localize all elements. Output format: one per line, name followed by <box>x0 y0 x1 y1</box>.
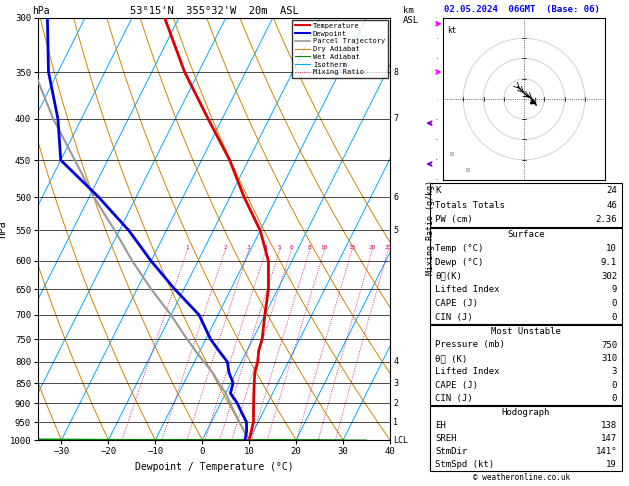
Text: 10: 10 <box>464 168 470 173</box>
Text: 0: 0 <box>611 312 617 322</box>
Text: 3: 3 <box>611 367 617 376</box>
Text: Lifted Index: Lifted Index <box>435 367 499 376</box>
Text: 10: 10 <box>448 152 454 156</box>
Text: © weatheronline.co.uk: © weatheronline.co.uk <box>474 473 571 482</box>
Text: 7: 7 <box>394 114 398 123</box>
Text: 2: 2 <box>223 245 227 250</box>
Text: 20: 20 <box>369 245 376 250</box>
Text: StmDir: StmDir <box>435 447 467 456</box>
Text: Pressure (mb): Pressure (mb) <box>435 341 505 349</box>
Text: 5: 5 <box>394 226 398 235</box>
Text: 1: 1 <box>186 245 189 250</box>
Text: θᴇ(K): θᴇ(K) <box>435 272 462 280</box>
Text: CIN (J): CIN (J) <box>435 394 472 403</box>
Text: 1: 1 <box>394 417 398 427</box>
Text: 24: 24 <box>606 186 617 195</box>
Text: CIN (J): CIN (J) <box>435 312 472 322</box>
Y-axis label: hPa: hPa <box>0 220 7 238</box>
Text: 2: 2 <box>394 399 398 408</box>
Text: Surface: Surface <box>507 230 545 240</box>
Text: hPa: hPa <box>31 6 49 16</box>
Text: CAPE (J): CAPE (J) <box>435 299 478 308</box>
Text: 10: 10 <box>606 244 617 253</box>
Text: EH: EH <box>435 421 446 430</box>
Text: 0: 0 <box>611 394 617 403</box>
Text: 0: 0 <box>611 299 617 308</box>
Text: 6: 6 <box>394 192 398 202</box>
Text: Lifted Index: Lifted Index <box>435 285 499 294</box>
Text: 141°: 141° <box>596 447 617 456</box>
Text: LCL: LCL <box>394 435 408 445</box>
Text: 9: 9 <box>611 285 617 294</box>
Text: θᴇ (K): θᴇ (K) <box>435 354 467 363</box>
Text: km
ASL: km ASL <box>403 6 419 25</box>
Text: CAPE (J): CAPE (J) <box>435 381 478 389</box>
Text: 4: 4 <box>264 245 268 250</box>
Text: 2.36: 2.36 <box>596 215 617 224</box>
Text: 15: 15 <box>348 245 355 250</box>
Text: Totals Totals: Totals Totals <box>435 201 505 209</box>
Text: 4: 4 <box>394 357 398 366</box>
Text: 3: 3 <box>247 245 250 250</box>
Text: 53°15'N  355°32'W  20m  ASL: 53°15'N 355°32'W 20m ASL <box>130 6 298 16</box>
Text: SREH: SREH <box>435 434 457 443</box>
Text: PW (cm): PW (cm) <box>435 215 472 224</box>
Text: Hodograph: Hodograph <box>502 408 550 417</box>
Text: 46: 46 <box>606 201 617 209</box>
Text: 138: 138 <box>601 421 617 430</box>
Text: 302: 302 <box>601 272 617 280</box>
Text: 10: 10 <box>321 245 328 250</box>
Text: 0: 0 <box>611 381 617 389</box>
Text: 3: 3 <box>394 379 398 387</box>
Text: Temp (°C): Temp (°C) <box>435 244 483 253</box>
Text: 750: 750 <box>601 341 617 349</box>
Text: 25: 25 <box>384 245 392 250</box>
Text: 5: 5 <box>278 245 282 250</box>
Text: 8: 8 <box>394 68 398 76</box>
Text: 9.1: 9.1 <box>601 258 617 267</box>
Text: 310: 310 <box>601 354 617 363</box>
Text: 8: 8 <box>308 245 311 250</box>
Text: kt: kt <box>447 26 456 35</box>
Legend: Temperature, Dewpoint, Parcel Trajectory, Dry Adiabat, Wet Adiabat, Isotherm, Mi: Temperature, Dewpoint, Parcel Trajectory… <box>292 20 388 78</box>
Text: StmSpd (kt): StmSpd (kt) <box>435 460 494 469</box>
Text: Most Unstable: Most Unstable <box>491 327 561 336</box>
Text: Mixing Ratio (g/kg): Mixing Ratio (g/kg) <box>426 180 435 275</box>
Text: Dewp (°C): Dewp (°C) <box>435 258 483 267</box>
X-axis label: Dewpoint / Temperature (°C): Dewpoint / Temperature (°C) <box>135 462 293 471</box>
Text: 147: 147 <box>601 434 617 443</box>
Text: 02.05.2024  06GMT  (Base: 06): 02.05.2024 06GMT (Base: 06) <box>444 5 600 14</box>
Text: 19: 19 <box>606 460 617 469</box>
Text: 6: 6 <box>289 245 293 250</box>
Text: K: K <box>435 186 440 195</box>
